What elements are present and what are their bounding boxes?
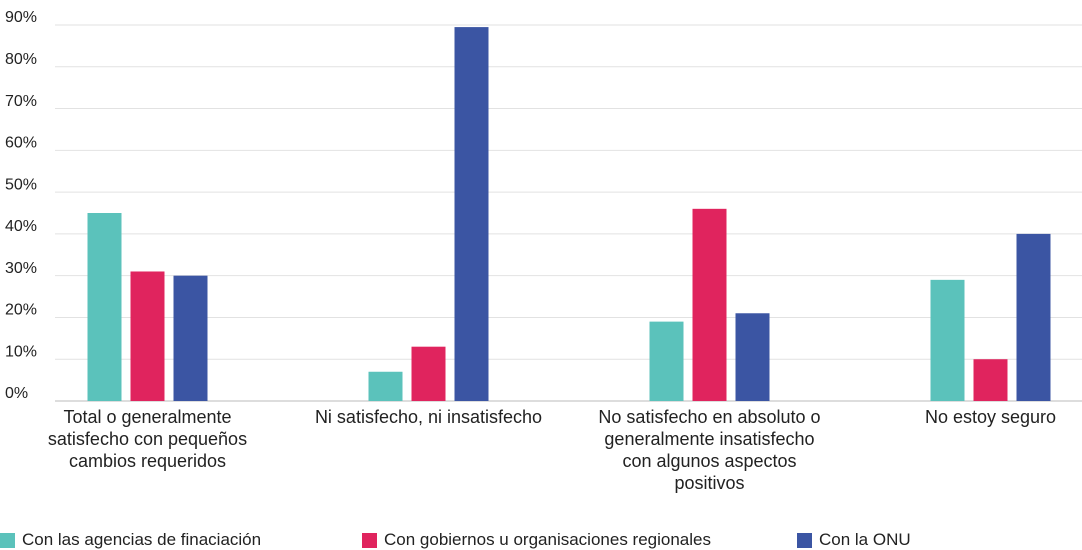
bar xyxy=(735,313,770,401)
y-tick-label: 20% xyxy=(5,302,37,319)
y-tick-label: 10% xyxy=(5,343,37,360)
bar xyxy=(173,275,208,401)
legend-item: Con gobiernos u organisaciones regionale… xyxy=(362,530,711,550)
y-tick-label: 40% xyxy=(5,218,37,235)
legend-swatch xyxy=(797,532,812,548)
y-tick-label: 30% xyxy=(5,260,37,277)
bar xyxy=(649,321,684,401)
bar xyxy=(87,213,122,401)
y-tick-label: 70% xyxy=(5,93,37,110)
y-tick-label: 90% xyxy=(5,9,37,26)
x-tick-label: Total o generalmente satisfecho con pequ… xyxy=(47,407,248,471)
bar xyxy=(368,371,403,401)
x-tick-label: No satisfecho en absoluto o generalmente… xyxy=(598,407,821,493)
bar xyxy=(692,208,727,401)
y-tick-label: 50% xyxy=(5,176,37,193)
legend-label: Con la ONU xyxy=(819,530,911,549)
y-tick-label: 60% xyxy=(5,135,37,152)
bar xyxy=(930,279,965,401)
x-tick-label: No estoy seguro xyxy=(924,407,1057,427)
bar xyxy=(411,346,446,401)
legend-item: Con las agencias de finaciación xyxy=(0,530,261,550)
x-tick-label: Ni satisfecho, ni insatisfecho xyxy=(314,407,543,427)
legend-label: Con las agencias de finaciación xyxy=(22,530,262,549)
bar xyxy=(130,271,165,401)
legend-item: Con la ONU xyxy=(797,530,911,550)
bar xyxy=(454,27,489,401)
y-tick-label: 0% xyxy=(5,385,28,402)
legend-swatch xyxy=(0,532,15,548)
legend-swatch xyxy=(362,532,377,548)
legend-label: Con gobiernos u organisaciones regionale… xyxy=(384,530,711,549)
bar xyxy=(1016,233,1051,401)
bar xyxy=(973,359,1008,401)
y-tick-label: 80% xyxy=(5,51,37,68)
